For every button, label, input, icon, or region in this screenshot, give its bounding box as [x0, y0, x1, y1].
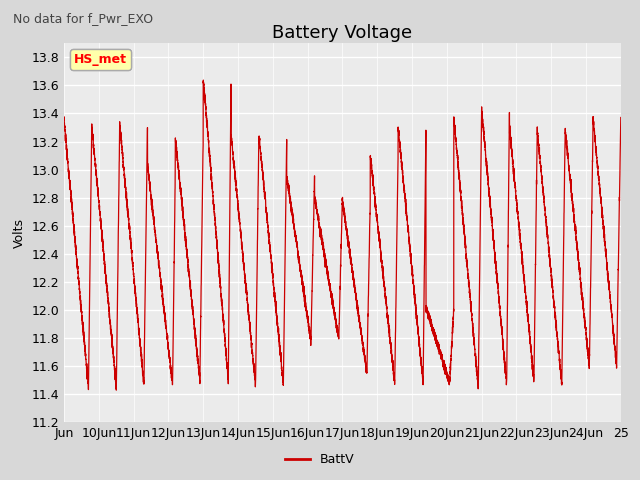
Legend: BattV: BattV — [280, 448, 360, 471]
Y-axis label: Volts: Volts — [13, 218, 26, 248]
Text: No data for f_Pwr_EXO: No data for f_Pwr_EXO — [13, 12, 153, 25]
Legend: HS_met: HS_met — [70, 49, 131, 70]
Title: Battery Voltage: Battery Voltage — [273, 24, 412, 42]
